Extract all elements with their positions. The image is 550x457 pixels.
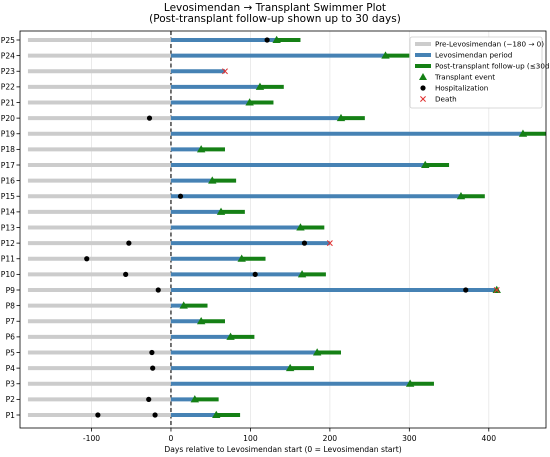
legend-swatch-transplant [419, 73, 427, 80]
y-tick-label: P11 [1, 255, 15, 264]
y-tick-label: P3 [6, 380, 16, 389]
y-tick-label: P24 [1, 51, 15, 60]
hospitalization-marker [463, 287, 469, 293]
transplant-marker [190, 395, 200, 403]
transplant-marker [208, 176, 217, 184]
y-tick-label: P1 [6, 411, 16, 420]
transplant-marker [237, 254, 246, 262]
x-tick-label: -100 [83, 434, 100, 443]
transplant-marker [405, 379, 415, 387]
hospitalization-marker [252, 271, 258, 277]
death-marker-stroke [222, 68, 228, 75]
y-tick-label: P2 [6, 395, 16, 404]
x-tick-label: 100 [243, 434, 258, 443]
y-tick-label: P17 [1, 161, 15, 170]
hospitalization-marker [177, 193, 184, 199]
legend-x-stroke [420, 96, 426, 102]
y-tick-label: P12 [1, 239, 15, 248]
y-tick-label: P19 [1, 130, 15, 139]
y-tick-label: P8 [6, 301, 16, 310]
hospitalization-marker [146, 115, 153, 121]
y-tick-label: P13 [1, 223, 15, 232]
chart-subtitle: (Post-transplant follow-up shown up to 3… [149, 13, 401, 25]
legend-label-pre: Pre-Levosimendan (−180 → 0) [435, 40, 544, 49]
legend-swatch-hospitalization [420, 85, 426, 91]
hospitalization-marker [152, 412, 158, 418]
y-tick-label: P23 [1, 67, 15, 76]
transplant-marker [212, 410, 221, 418]
transplant-marker [216, 207, 226, 215]
transplant-marker [245, 98, 254, 106]
transplant-marker [226, 332, 235, 340]
transplant-marker [312, 348, 322, 356]
legend: Pre-Levosimendan (−180 → 0) Levosimendan … [409, 36, 550, 109]
y-tick-label: P7 [6, 317, 16, 326]
hospitalization-marker [146, 396, 152, 402]
legend-label-post: Post-transplant follow-up (≤30d) [435, 62, 550, 71]
transplant-marker [196, 145, 206, 153]
transplant-marker [179, 301, 188, 309]
legend-swatch-death [420, 96, 426, 102]
y-tick-label: P21 [1, 98, 15, 107]
hospitalization-marker [150, 365, 156, 371]
x-tick-label: 300 [402, 434, 417, 443]
y-tick-label: P6 [6, 333, 16, 342]
transplant-marker [336, 113, 346, 122]
hospitalization-marker [84, 256, 90, 262]
chart-title: Levosimendan → Transplant Swimmer Plot [164, 2, 386, 14]
transplant-marker [518, 129, 528, 137]
hospitalization-marker [301, 240, 308, 246]
legend-label-death: Death [435, 95, 457, 104]
transplant-marker [296, 223, 305, 231]
x-tick-label: 200 [323, 434, 338, 443]
y-tick-label: P14 [1, 208, 15, 217]
x-tick-label: 400 [482, 434, 497, 443]
legend-label-hospitalization: Hospitalization [435, 84, 488, 93]
y-tick-label: P25 [1, 36, 15, 45]
x-axis-label: Days relative to Levosimendan start (0 =… [164, 445, 401, 454]
hospitalization-marker [155, 287, 161, 293]
death-marker [222, 68, 228, 75]
transplant-marker [421, 160, 430, 168]
y-tick-label: P20 [1, 114, 15, 123]
y-tick-label: P4 [6, 364, 16, 373]
y-tick-label: P10 [1, 270, 15, 279]
marker-layer [84, 35, 528, 418]
transplant-marker [255, 82, 265, 90]
y-tick-label: P5 [6, 348, 16, 357]
transplant-marker [456, 192, 466, 200]
plot-frame [19, 30, 547, 429]
y-tick-label: P16 [1, 176, 15, 185]
y-tick-label: P18 [1, 145, 15, 154]
y-tick-label: P15 [1, 192, 15, 201]
x-tick-label: 0 [169, 434, 174, 443]
transplant-marker [196, 317, 206, 325]
transplant-marker [297, 270, 307, 278]
hospitalization-marker [123, 271, 129, 277]
death-marker-stroke [493, 287, 500, 293]
hospitalization-marker [126, 240, 132, 246]
transplant-marker [272, 35, 281, 43]
transplant-marker [381, 51, 390, 59]
y-tick-label: P9 [6, 286, 16, 295]
death-marker [493, 287, 500, 293]
death-marker [326, 240, 333, 247]
death-marker-stroke [326, 240, 333, 247]
hospitalization-marker [95, 412, 101, 418]
hospitalization-marker [264, 37, 270, 43]
transplant-marker [285, 363, 295, 372]
y-tick-label: P22 [1, 83, 15, 92]
hospitalization-marker [149, 349, 155, 356]
legend-label-levo: Levosimendan period [435, 51, 512, 60]
legend-box [409, 36, 543, 109]
legend-label-transplant: Transplant event [434, 73, 495, 82]
bar-layer [27, 38, 546, 417]
axis-layer: -100 0 100 200 300 400 P1 P2 P3 P4 P5 P6 P7 P8 P9 P10 P1… [1, 36, 496, 443]
